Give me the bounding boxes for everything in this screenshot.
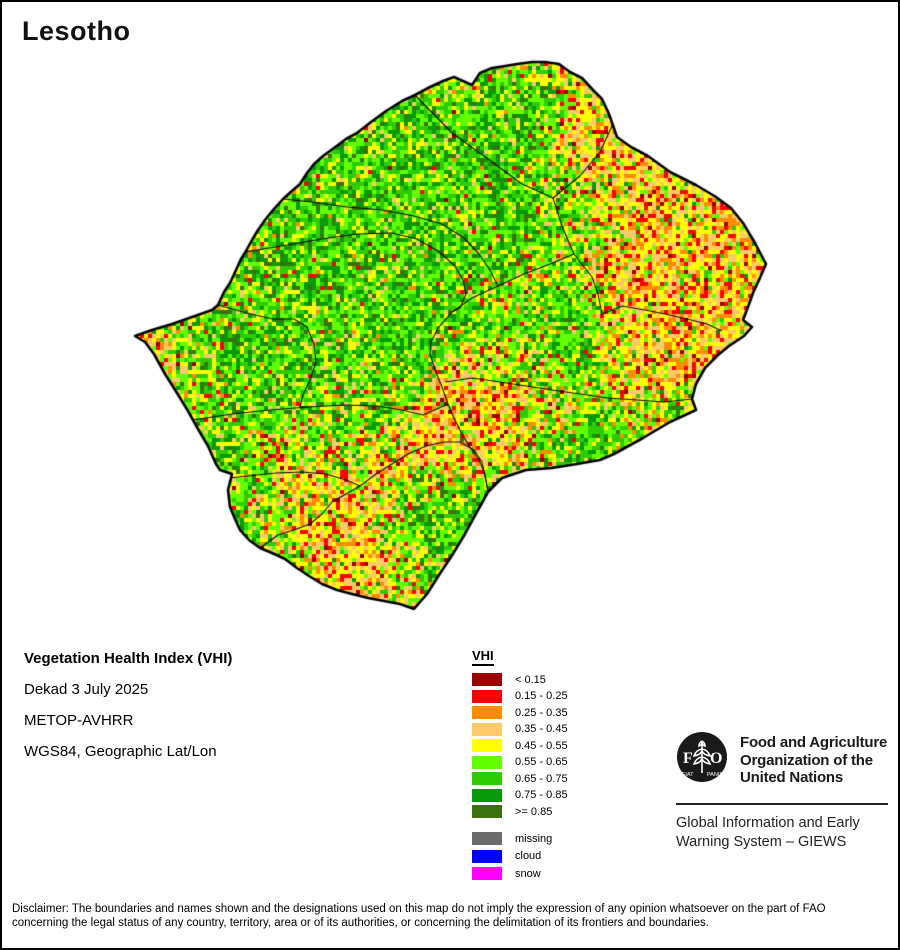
legend-swatch: [472, 849, 502, 863]
legend-label: 0.55 - 0.65: [515, 756, 568, 768]
legend-swatch: [472, 722, 502, 736]
legend-label: 0.45 - 0.55: [515, 739, 568, 752]
product-sensor: METOP-AVHRR: [24, 712, 134, 729]
disclaimer-text: Disclaimer: The boundaries and names sho…: [12, 902, 894, 930]
product-projection: WGS84, Geographic Lat/Lon: [24, 743, 217, 760]
svg-text:O: O: [710, 750, 722, 767]
legend-label: cloud: [515, 850, 542, 862]
legend-class-list: < 0.15 0.15 - 0.25 0.25 - 0.35 0.35 - 0.45 0…: [472, 673, 568, 818]
fao-logo-icon: F O FIAT PANIS: [677, 732, 727, 782]
svg-text:PANIS: PANIS: [707, 772, 723, 778]
legend-label: >= 0.85: [515, 805, 553, 818]
vhi-legend: VHI < 0.15 0.15 - 0.25 0.25 - 0.35 0.35 - 0…: [472, 647, 568, 885]
fao-org-line1: Food and Agriculture: [740, 734, 888, 751]
product-title: Vegetation Health Index (VHI): [24, 650, 233, 667]
svg-text:FIAT: FIAT: [682, 772, 694, 778]
legend-swatch: [472, 832, 502, 845]
legend-title: VHI: [472, 648, 494, 666]
legend-row: 0.55 - 0.65: [472, 755, 568, 769]
fao-org-line2: Organization of the: [740, 751, 873, 769]
legend-special-list: missing cloud snow: [472, 832, 568, 880]
legend-swatch: [472, 739, 502, 752]
legend-swatch: [472, 788, 502, 802]
legend-swatch: [472, 689, 502, 703]
legend-swatch: [472, 772, 502, 785]
legend-label: 0.75 - 0.85: [515, 789, 568, 801]
disclaimer-line1: Disclaimer: The boundaries and names sho…: [12, 903, 826, 915]
legend-row: cloud: [472, 849, 568, 863]
legend-label: 0.25 - 0.35: [515, 706, 568, 719]
legend-row: >= 0.85: [472, 805, 568, 818]
product-info: Vegetation Health Index (VHI) Dekad 3 Ju…: [24, 650, 232, 774]
legend-label: snow: [515, 867, 541, 880]
legend-row: 0.15 - 0.25: [472, 689, 568, 703]
legend-row: 0.35 - 0.45: [472, 722, 568, 736]
legend-row: < 0.15: [472, 673, 568, 686]
legend-label: 0.15 - 0.25: [515, 690, 568, 702]
fao-divider: [676, 802, 888, 805]
legend-row: 0.75 - 0.85: [472, 788, 568, 802]
legend-swatch: [472, 805, 502, 818]
legend-label: 0.35 - 0.45: [515, 723, 568, 735]
legend-row: snow: [472, 867, 568, 880]
giews-line2: Warning System – GIEWS: [676, 834, 847, 850]
legend-row: 0.65 - 0.75: [472, 772, 568, 785]
svg-text:F: F: [683, 750, 693, 767]
legend-label: missing: [515, 832, 553, 845]
legend-swatch: [472, 755, 502, 769]
disclaimer-line2: concerning the legal status of any count…: [12, 917, 709, 929]
giews-line1: Global Information and Early: [676, 814, 860, 831]
legend-swatch: [472, 706, 502, 719]
legend-row: missing: [472, 832, 568, 845]
fao-block: F O FIAT PANIS Food and Agriculture Orga…: [676, 731, 890, 853]
legend-swatch: [472, 867, 502, 880]
product-dekad: Dekad 3 July 2025: [24, 681, 149, 698]
fao-org-name: Food and Agriculture Organization of the…: [740, 734, 887, 787]
legend-swatch: [472, 673, 502, 686]
page-title: Lesotho: [22, 16, 131, 46]
legend-label: 0.65 - 0.75: [515, 772, 568, 785]
wheat-ear-icon: [692, 740, 712, 773]
legend-row: 0.25 - 0.35: [472, 706, 568, 719]
fao-org-line3: United Nations: [740, 769, 844, 786]
legend-label: < 0.15: [515, 673, 546, 686]
giews-name: Global Information and Early Warning Sys…: [676, 814, 890, 853]
legend-row: 0.45 - 0.55: [472, 739, 568, 752]
